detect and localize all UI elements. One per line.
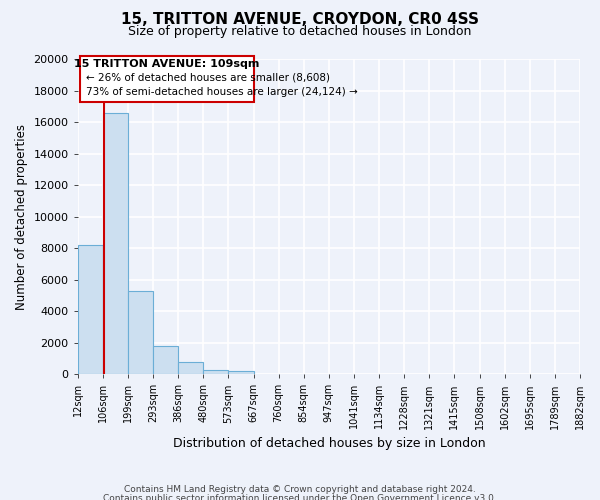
Bar bbox=[229, 372, 254, 374]
FancyBboxPatch shape bbox=[80, 56, 254, 102]
Bar bbox=[153, 346, 178, 374]
Text: 15 TRITTON AVENUE: 109sqm: 15 TRITTON AVENUE: 109sqm bbox=[74, 58, 259, 68]
Text: 15, TRITTON AVENUE, CROYDON, CR0 4SS: 15, TRITTON AVENUE, CROYDON, CR0 4SS bbox=[121, 12, 479, 28]
Bar bbox=[203, 370, 229, 374]
Text: Contains public sector information licensed under the Open Government Licence v3: Contains public sector information licen… bbox=[103, 494, 497, 500]
Text: Contains HM Land Registry data © Crown copyright and database right 2024.: Contains HM Land Registry data © Crown c… bbox=[124, 485, 476, 494]
Bar bbox=[128, 290, 153, 374]
Bar bbox=[103, 112, 128, 374]
Text: Size of property relative to detached houses in London: Size of property relative to detached ho… bbox=[128, 25, 472, 38]
Y-axis label: Number of detached properties: Number of detached properties bbox=[15, 124, 28, 310]
Text: ← 26% of detached houses are smaller (8,608): ← 26% of detached houses are smaller (8,… bbox=[86, 72, 330, 82]
Text: 73% of semi-detached houses are larger (24,124) →: 73% of semi-detached houses are larger (… bbox=[86, 87, 358, 97]
Bar bbox=[78, 245, 103, 374]
X-axis label: Distribution of detached houses by size in London: Distribution of detached houses by size … bbox=[173, 437, 485, 450]
Bar bbox=[178, 362, 203, 374]
